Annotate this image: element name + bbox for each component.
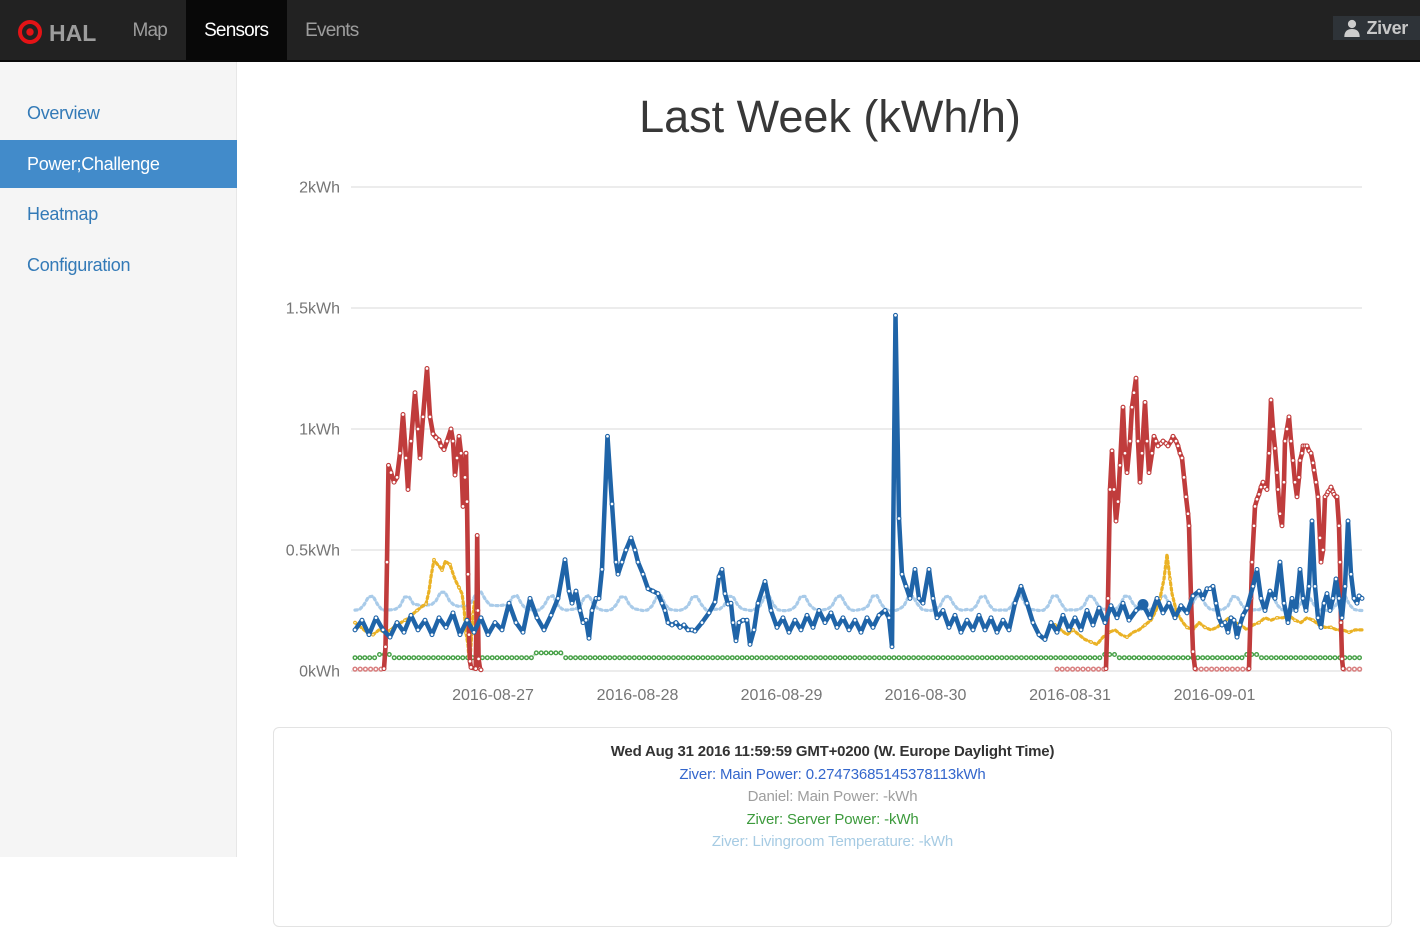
svg-text:2kWh: 2kWh <box>299 180 340 197</box>
svg-text:2016-08-30: 2016-08-30 <box>885 687 967 704</box>
svg-text:2016-08-31: 2016-08-31 <box>1029 687 1111 704</box>
svg-text:2016-08-27: 2016-08-27 <box>452 687 534 704</box>
svg-text:0.5kWh: 0.5kWh <box>286 543 340 560</box>
svg-text:2016-08-28: 2016-08-28 <box>597 687 679 704</box>
svg-text:0kWh: 0kWh <box>299 664 340 681</box>
svg-text:2016-09-01: 2016-09-01 <box>1174 687 1256 704</box>
svg-text:1.5kWh: 1.5kWh <box>286 301 340 318</box>
svg-text:1kWh: 1kWh <box>299 422 340 439</box>
svg-text:2016-08-29: 2016-08-29 <box>741 687 823 704</box>
